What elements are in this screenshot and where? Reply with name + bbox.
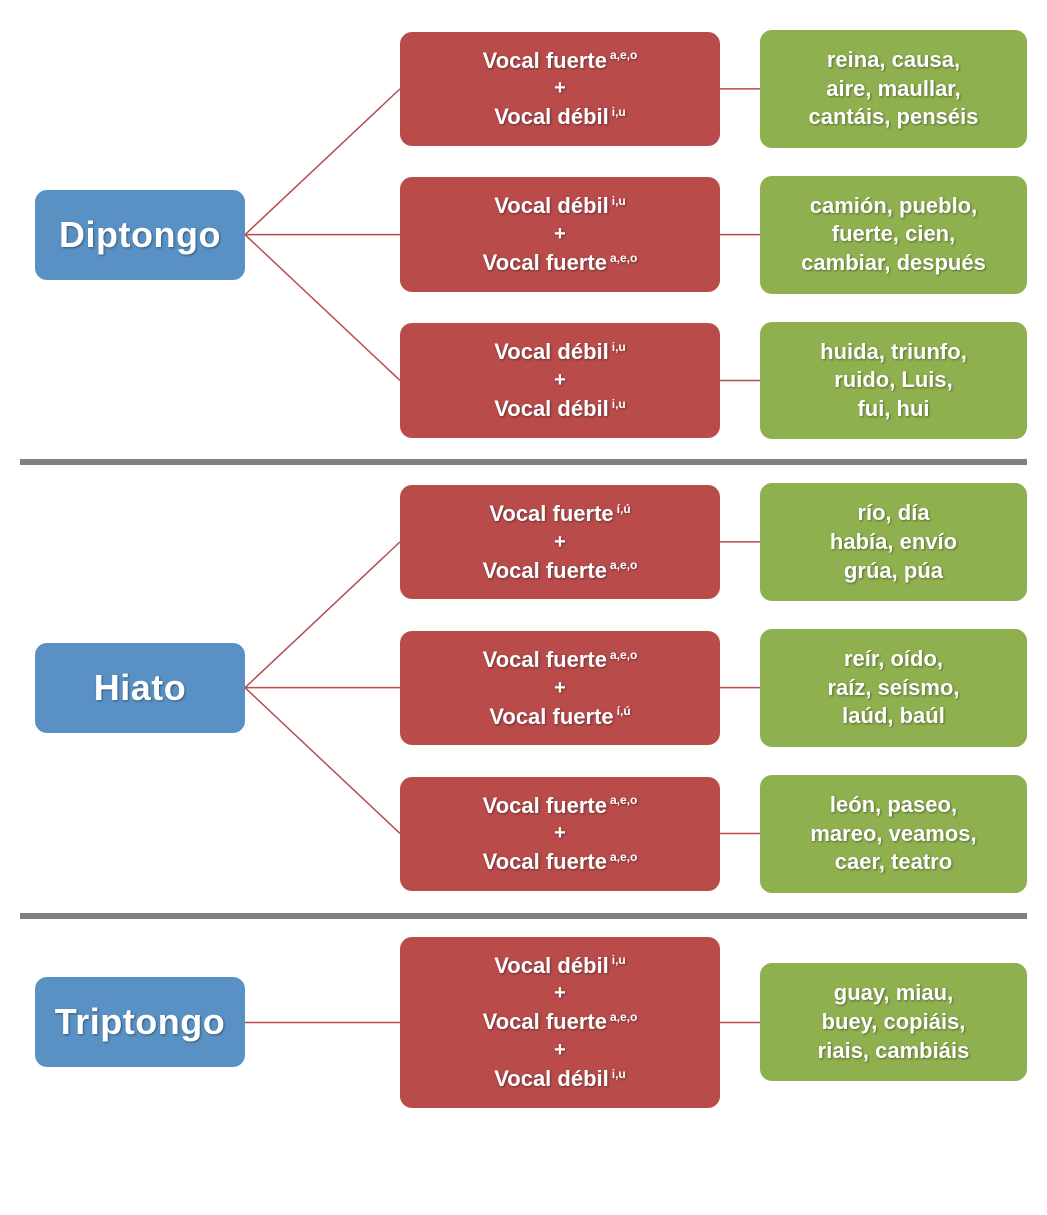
section-triptongo: TriptongoVocal débili,u+Vocal fuertea,e,… xyxy=(20,937,1027,1108)
section-divider xyxy=(20,913,1027,919)
rule-part-superscript: i,u xyxy=(612,340,626,354)
plus-separator: + xyxy=(410,75,710,102)
rule-part-superscript: i,u xyxy=(612,1067,626,1081)
rule-part-superscript: a,e,o xyxy=(610,251,637,265)
section-diptongo: DiptongoVocal fuertea,e,o+Vocal débili,u… xyxy=(20,30,1027,439)
rule-part-label: Vocal fuerte xyxy=(483,250,607,275)
rule-part-label: Vocal débil xyxy=(494,339,609,364)
root-triptongo: Triptongo xyxy=(35,977,245,1067)
rule-part-label: Vocal fuerte xyxy=(483,647,607,672)
example-box: león, paseo,mareo, veamos,caer, teatro xyxy=(760,775,1027,893)
rule-box: Vocal débili,u +Vocal fuertea,e,o xyxy=(400,177,720,291)
root-diptongo: Diptongo xyxy=(35,190,245,280)
rule-part-superscript: a,e,o xyxy=(610,48,637,62)
vowel-combination-diagram: DiptongoVocal fuertea,e,o+Vocal débili,u… xyxy=(20,30,1027,1108)
rule-box: Vocal fuertea,e,o+Vocal fuerteí,ú xyxy=(400,631,720,745)
example-box: huida, triunfo,ruido, Luis,fui, hui xyxy=(760,322,1027,440)
rule-part-superscript: a,e,o xyxy=(610,1010,637,1024)
rule-part-label: Vocal débil xyxy=(494,1066,609,1091)
rule-part-superscript: i,u xyxy=(612,397,626,411)
rule-part-superscript: í,ú xyxy=(617,502,631,516)
rule-part-superscript: a,e,o xyxy=(610,793,637,807)
rule-box: Vocal débili,u+Vocal fuertea,e,o+Vocal d… xyxy=(400,937,720,1108)
plus-separator: + xyxy=(410,980,710,1007)
rule-box: Vocal fuertea,e,o+Vocal fuertea,e,o xyxy=(400,777,720,891)
rule-box: Vocal fuertea,e,o +Vocal débili,u xyxy=(400,32,720,146)
rule-part-label: Vocal fuerte xyxy=(483,793,607,818)
rule-part-label: Vocal débil xyxy=(494,396,609,421)
rule-part-label: Vocal fuerte xyxy=(483,1009,607,1034)
rule-part-label: Vocal fuerte xyxy=(483,849,607,874)
rule-part-label: Vocal fuerte xyxy=(483,48,607,73)
rule-part-superscript: i,u xyxy=(612,105,626,119)
rule-part-superscript: a,e,o xyxy=(610,558,637,572)
example-box: reina, causa,aire, maullar,cantáis, pens… xyxy=(760,30,1027,148)
rule-part-label: Vocal débil xyxy=(494,193,609,218)
rule-box: Vocal fuerteí,ú+Vocal fuertea,e,o xyxy=(400,485,720,599)
section-divider xyxy=(20,459,1027,465)
plus-separator: + xyxy=(410,675,710,702)
root-hiato: Hiato xyxy=(35,643,245,733)
rule-part-superscript: i,u xyxy=(612,953,626,967)
rule-part-label: Vocal débil xyxy=(494,104,609,129)
example-box: río, díahabía, envíogrúa, púa xyxy=(760,483,1027,601)
rule-part-superscript: a,e,o xyxy=(610,648,637,662)
rule-part-label: Vocal fuerte xyxy=(489,501,613,526)
rule-part-superscript: a,e,o xyxy=(610,850,637,864)
example-box: guay, miau,buey, copiáis,riais, cambiáis xyxy=(760,963,1027,1081)
rule-box: Vocal débili,u+Vocal débili,u xyxy=(400,323,720,437)
example-box: camión, pueblo,fuerte, cien,cambiar, des… xyxy=(760,176,1027,294)
plus-separator: + xyxy=(410,367,710,394)
plus-separator: + xyxy=(410,820,710,847)
rule-part-superscript: i,u xyxy=(612,194,626,208)
rule-part-label: Vocal débil xyxy=(494,953,609,978)
rule-part-label: Vocal fuerte xyxy=(483,558,607,583)
section-hiato: HiatoVocal fuerteí,ú+Vocal fuertea,e,orí… xyxy=(20,483,1027,892)
example-box: reír, oído,raíz, seísmo,laúd, baúl xyxy=(760,629,1027,747)
rule-part-superscript: í,ú xyxy=(617,704,631,718)
plus-separator: + xyxy=(410,221,710,248)
rule-part-label: Vocal fuerte xyxy=(489,704,613,729)
plus-separator: + xyxy=(410,1037,710,1064)
plus-separator: + xyxy=(410,529,710,556)
